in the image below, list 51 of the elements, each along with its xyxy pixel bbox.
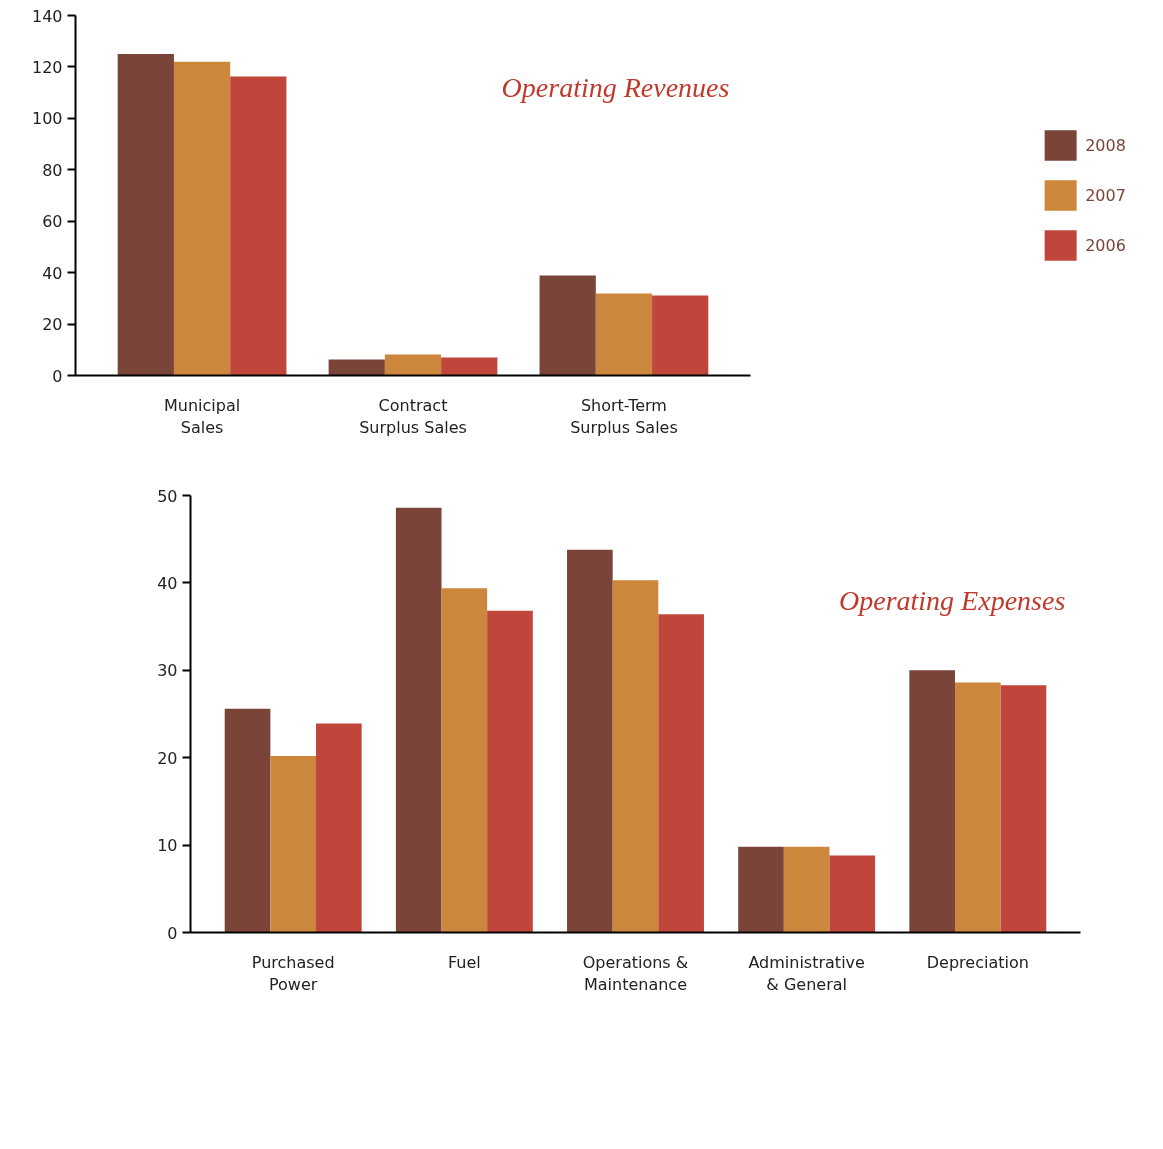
bar xyxy=(954,682,1001,933)
y-tick-label: 20 xyxy=(42,315,63,335)
legend-label: 2008 xyxy=(1085,135,1126,155)
bar xyxy=(173,61,231,376)
bar xyxy=(783,846,830,933)
bar xyxy=(316,723,362,933)
bar xyxy=(539,275,596,376)
x-tick-label: Fuel xyxy=(447,952,481,972)
bar xyxy=(224,708,271,933)
bar xyxy=(1000,685,1047,933)
text: Operating Revenues xyxy=(501,72,730,103)
bar xyxy=(230,76,287,376)
bar xyxy=(441,588,488,933)
y-tick-label: 120 xyxy=(31,57,63,77)
x-tick-label: Purchased Power xyxy=(251,952,335,995)
x-tick-label: Short-Term Surplus Sales xyxy=(570,395,678,438)
y-tick-label: 50 xyxy=(157,486,178,506)
bar xyxy=(658,614,704,933)
bar xyxy=(829,855,876,933)
y-tick-label: 40 xyxy=(157,573,178,593)
bar xyxy=(487,610,533,933)
y-tick-label: 0 xyxy=(167,923,178,943)
y-tick-label: 140 xyxy=(31,6,63,26)
bar xyxy=(652,295,709,376)
x-tick-label: Contract Surplus Sales xyxy=(359,395,467,438)
y-tick-label: 0 xyxy=(52,366,63,386)
bar xyxy=(567,549,613,933)
bar xyxy=(612,580,659,933)
bar xyxy=(270,755,317,933)
y-tick-label: 80 xyxy=(42,160,63,180)
y-tick-label: 10 xyxy=(157,836,178,856)
x-tick-label: Administrative & General xyxy=(748,952,865,995)
text: Operating Expenses xyxy=(838,584,1066,616)
legend-label: 2007 xyxy=(1085,185,1126,205)
y-tick-label: 30 xyxy=(157,661,178,681)
y-tick-label: 20 xyxy=(157,748,178,768)
x-tick-label: Depreciation xyxy=(926,952,1029,972)
y-tick-label: 100 xyxy=(31,109,63,129)
bar xyxy=(595,293,653,376)
x-tick-label: Municipal Sales xyxy=(163,395,241,438)
y-tick-label: 60 xyxy=(42,212,63,232)
bar xyxy=(738,846,784,933)
bar xyxy=(117,54,174,376)
bar xyxy=(384,354,442,376)
bar xyxy=(441,357,498,376)
bar xyxy=(328,359,385,376)
legend-label: 2006 xyxy=(1085,235,1126,255)
y-tick-label: 40 xyxy=(42,263,63,283)
x-tick-label: Operations & Maintenance xyxy=(582,952,689,995)
bar xyxy=(395,507,442,933)
bar xyxy=(909,670,955,933)
